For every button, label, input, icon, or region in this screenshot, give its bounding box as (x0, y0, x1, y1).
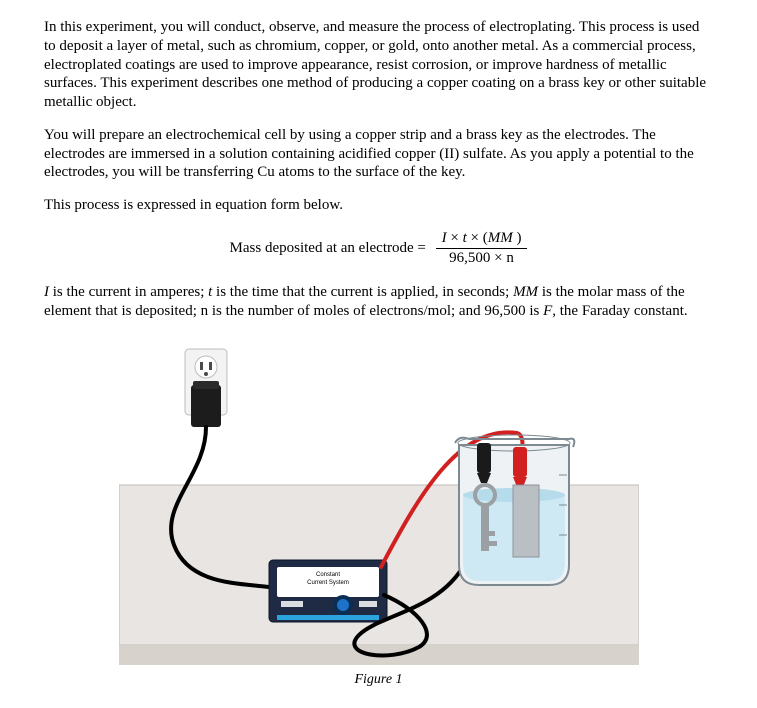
figure-wrap: Constant Current System (44, 335, 713, 689)
eq-MM: MM (488, 230, 513, 246)
device-label-2: Current System (307, 580, 349, 586)
intro-paragraph-2: You will prepare an electrochemical cell… (44, 126, 713, 182)
eq-times2: × ( (467, 230, 488, 246)
variables-paragraph: I is the current in amperes; t is the ti… (44, 283, 713, 321)
red-clip-icon (513, 447, 527, 487)
intro-paragraph-3: This process is expressed in equation fo… (44, 196, 713, 215)
figure-caption: Figure 1 (44, 671, 713, 689)
eq-const: 96,500 (449, 250, 490, 266)
var-F: F (543, 303, 552, 319)
var-MM: MM (513, 284, 538, 300)
copper-strip-icon (513, 485, 539, 557)
device-label-1: Constant (315, 572, 339, 578)
var-d: is the time that the current is applied,… (212, 284, 513, 300)
eq-close: ) (513, 230, 522, 246)
equation-fraction: I × t × (MM ) 96,500 × n (436, 229, 528, 268)
intro-paragraph-1: In this experiment, you will conduct, ob… (44, 18, 713, 112)
eq-times1: × (447, 230, 463, 246)
equation-denominator: 96,500 × n (436, 249, 528, 268)
equation-numerator: I × t × (MM ) (436, 229, 528, 249)
var-b: is the current in amperes; (49, 284, 208, 300)
eq-n: n (506, 250, 514, 266)
eq-times3: × (490, 250, 506, 266)
equation-lhs: Mass deposited at an electrode = (230, 239, 426, 258)
black-clip-icon (477, 443, 491, 483)
figure-1-illustration: Constant Current System (119, 335, 639, 665)
device-icon: Constant Current System (269, 560, 387, 622)
var-h: , the Faraday constant. (552, 303, 687, 319)
equation-row: Mass deposited at an electrode = I × t ×… (44, 229, 713, 268)
